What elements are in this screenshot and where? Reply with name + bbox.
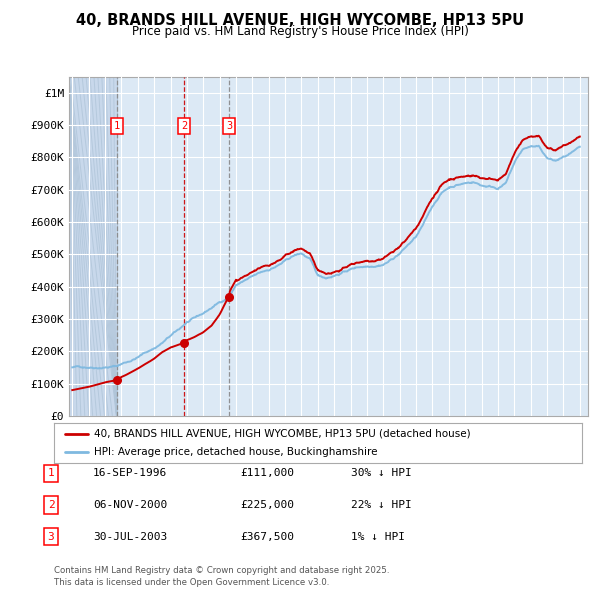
Text: £367,500: £367,500 <box>240 532 294 542</box>
Text: 3: 3 <box>226 121 232 131</box>
Text: HPI: Average price, detached house, Buckinghamshire: HPI: Average price, detached house, Buck… <box>94 447 377 457</box>
Text: 40, BRANDS HILL AVENUE, HIGH WYCOMBE, HP13 5PU (detached house): 40, BRANDS HILL AVENUE, HIGH WYCOMBE, HP… <box>94 429 470 439</box>
Text: 22% ↓ HPI: 22% ↓ HPI <box>351 500 412 510</box>
Text: 1: 1 <box>47 468 55 478</box>
Text: 3: 3 <box>47 532 55 542</box>
Text: 2: 2 <box>47 500 55 510</box>
Text: Contains HM Land Registry data © Crown copyright and database right 2025.
This d: Contains HM Land Registry data © Crown c… <box>54 566 389 587</box>
Text: Price paid vs. HM Land Registry's House Price Index (HPI): Price paid vs. HM Land Registry's House … <box>131 25 469 38</box>
Text: 30% ↓ HPI: 30% ↓ HPI <box>351 468 412 478</box>
Text: 30-JUL-2003: 30-JUL-2003 <box>93 532 167 542</box>
Text: 1% ↓ HPI: 1% ↓ HPI <box>351 532 405 542</box>
Text: 1: 1 <box>113 121 120 131</box>
Text: £225,000: £225,000 <box>240 500 294 510</box>
Text: £111,000: £111,000 <box>240 468 294 478</box>
Text: 06-NOV-2000: 06-NOV-2000 <box>93 500 167 510</box>
Text: 40, BRANDS HILL AVENUE, HIGH WYCOMBE, HP13 5PU: 40, BRANDS HILL AVENUE, HIGH WYCOMBE, HP… <box>76 13 524 28</box>
Text: 2: 2 <box>181 121 187 131</box>
Text: 16-SEP-1996: 16-SEP-1996 <box>93 468 167 478</box>
